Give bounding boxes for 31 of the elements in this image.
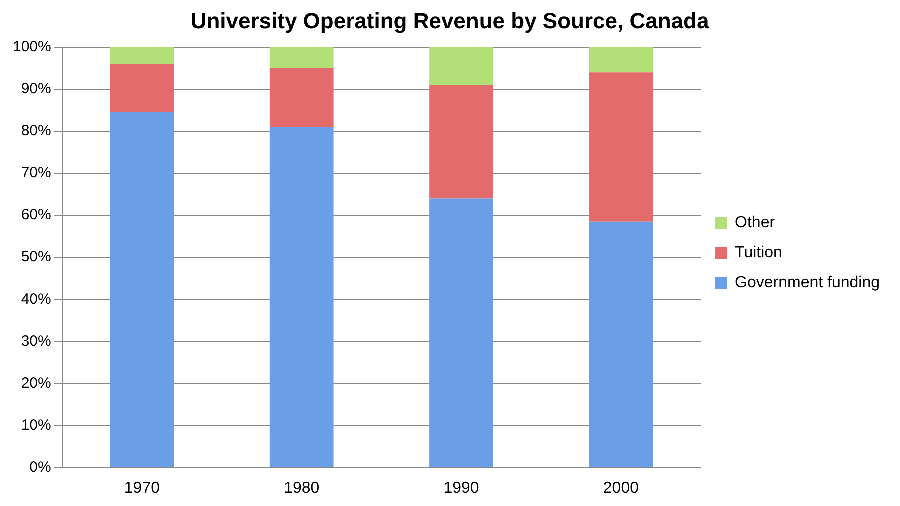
x-tick-label: 1990 (444, 480, 480, 497)
x-tick-label: 1980 (284, 480, 320, 497)
y-tick-label: 10% (21, 416, 52, 434)
y-tick-label: 50% (21, 248, 52, 266)
bar (270, 47, 334, 68)
bar (110, 112, 174, 468)
bar (270, 127, 334, 468)
legend-label: Tuition (735, 244, 782, 262)
bar (589, 222, 654, 468)
y-tick-label: 40% (21, 290, 52, 308)
legend-label: Other (735, 214, 776, 232)
y-tick-label: 0% (30, 458, 52, 476)
y-tick-label: 60% (21, 206, 52, 224)
bar (430, 47, 494, 86)
x-tick-label: 1970 (124, 480, 160, 497)
bar (430, 198, 494, 468)
y-tick-label: 70% (21, 164, 52, 182)
bar (430, 85, 494, 199)
y-tick-label: 20% (21, 374, 52, 392)
x-tick-label: 2000 (603, 480, 640, 497)
bar (110, 47, 174, 64)
bar (589, 72, 654, 222)
bar (589, 47, 654, 73)
bar (110, 64, 174, 113)
legend-label: Government funding (735, 274, 880, 292)
y-tick-label: 90% (21, 80, 52, 98)
y-tick-label: 30% (21, 332, 52, 350)
y-tick-label: 80% (21, 122, 52, 140)
chart-title: University Operating Revenue by Source, Canada (190, 8, 710, 34)
y-tick-label: 100% (12, 38, 52, 56)
bar (270, 68, 334, 128)
